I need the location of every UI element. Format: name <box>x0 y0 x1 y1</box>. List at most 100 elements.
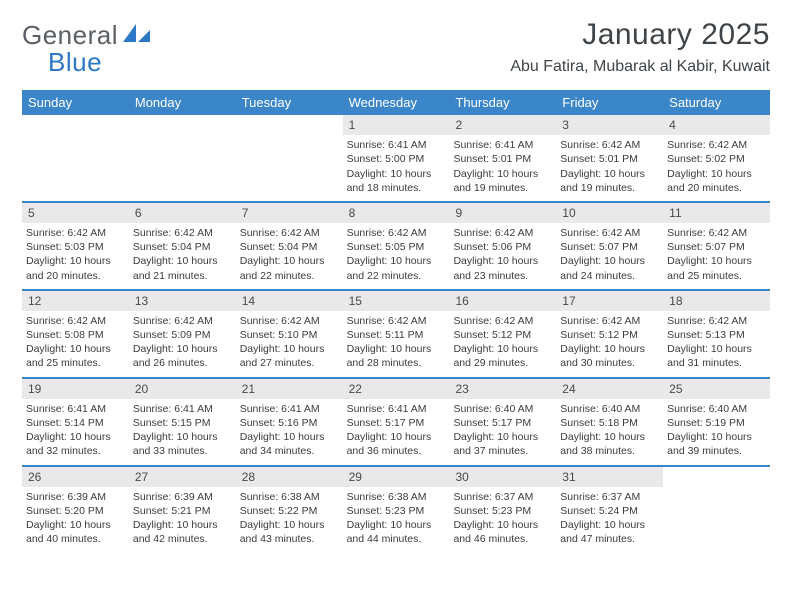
day-number: 31 <box>556 467 663 487</box>
day-cell: 9Sunrise: 6:42 AMSunset: 5:06 PMDaylight… <box>449 203 556 289</box>
day-number: 14 <box>236 291 343 311</box>
day-cell: 5Sunrise: 6:42 AMSunset: 5:03 PMDaylight… <box>22 203 129 289</box>
daylight-line: Daylight: 10 hours and 26 minutes. <box>133 342 232 370</box>
day-cell: 12Sunrise: 6:42 AMSunset: 5:08 PMDayligh… <box>22 291 129 377</box>
sunrise-line: Sunrise: 6:42 AM <box>667 138 766 152</box>
daylight-line: Daylight: 10 hours and 24 minutes. <box>560 254 659 282</box>
day-cell: 1Sunrise: 6:41 AMSunset: 5:00 PMDaylight… <box>343 115 450 201</box>
sunrise-line: Sunrise: 6:42 AM <box>240 226 339 240</box>
sunrise-line: Sunrise: 6:42 AM <box>133 314 232 328</box>
day-number: 26 <box>22 467 129 487</box>
day-cell: 3Sunrise: 6:42 AMSunset: 5:01 PMDaylight… <box>556 115 663 201</box>
day-cell: 21Sunrise: 6:41 AMSunset: 5:16 PMDayligh… <box>236 379 343 465</box>
sunset-line: Sunset: 5:21 PM <box>133 504 232 518</box>
sunset-line: Sunset: 5:01 PM <box>453 152 552 166</box>
day-number: 12 <box>22 291 129 311</box>
sunset-line: Sunset: 5:05 PM <box>347 240 446 254</box>
day-cell <box>236 115 343 201</box>
sunrise-line: Sunrise: 6:42 AM <box>26 226 125 240</box>
sunset-line: Sunset: 5:12 PM <box>453 328 552 342</box>
sunrise-line: Sunrise: 6:42 AM <box>347 226 446 240</box>
day-cell: 6 Sunrise: 6:42 AMSunset: 5:04 PMDaylight… <box>129 203 236 289</box>
daylight-line: Daylight: 10 hours and 21 minutes. <box>133 254 232 282</box>
daylight-line: Daylight: 10 hours and 42 minutes. <box>133 518 232 546</box>
day-number: 30 <box>449 467 556 487</box>
daylight-line: Daylight: 10 hours and 32 minutes. <box>26 430 125 458</box>
title-block: January 2025 Abu Fatira, Mubarak al Kabi… <box>510 18 770 76</box>
day-cell <box>663 467 770 553</box>
day-number: 6 <box>129 203 236 223</box>
day-number: 22 <box>343 379 450 399</box>
daylight-line: Daylight: 10 hours and 33 minutes. <box>133 430 232 458</box>
day-cell: 7Sunrise: 6:42 AMSunset: 5:04 PMDaylight… <box>236 203 343 289</box>
sunrise-line: Sunrise: 6:42 AM <box>26 314 125 328</box>
sunset-line: Sunset: 5:10 PM <box>240 328 339 342</box>
sunset-line: Sunset: 5:23 PM <box>453 504 552 518</box>
sunset-line: Sunset: 5:17 PM <box>453 416 552 430</box>
sunrise-line: Sunrise: 6:39 AM <box>133 490 232 504</box>
day-number: 27 <box>129 467 236 487</box>
day-number: 11 <box>663 203 770 223</box>
daylight-line: Daylight: 10 hours and 20 minutes. <box>26 254 125 282</box>
sunrise-line: Sunrise: 6:42 AM <box>133 226 232 240</box>
sunset-line: Sunset: 5:11 PM <box>347 328 446 342</box>
sunset-line: Sunset: 5:19 PM <box>667 416 766 430</box>
daylight-line: Daylight: 10 hours and 31 minutes. <box>667 342 766 370</box>
sunset-line: Sunset: 5:09 PM <box>133 328 232 342</box>
sunset-line: Sunset: 5:14 PM <box>26 416 125 430</box>
daylight-line: Daylight: 10 hours and 38 minutes. <box>560 430 659 458</box>
sunset-line: Sunset: 5:08 PM <box>26 328 125 342</box>
daylight-line: Daylight: 10 hours and 39 minutes. <box>667 430 766 458</box>
daylight-line: Daylight: 10 hours and 47 minutes. <box>560 518 659 546</box>
daylight-line: Daylight: 10 hours and 22 minutes. <box>347 254 446 282</box>
day-header-thu: Thursday <box>449 90 556 115</box>
day-header-sat: Saturday <box>663 90 770 115</box>
sunrise-line: Sunrise: 6:41 AM <box>453 138 552 152</box>
calendar: Sunday Monday Tuesday Wednesday Thursday… <box>22 90 770 552</box>
sunset-line: Sunset: 5:04 PM <box>133 240 232 254</box>
page-title: January 2025 <box>510 18 770 52</box>
week-row: 5Sunrise: 6:42 AMSunset: 5:03 PMDaylight… <box>22 203 770 289</box>
day-cell: 15Sunrise: 6:42 AMSunset: 5:11 PMDayligh… <box>343 291 450 377</box>
sunset-line: Sunset: 5:18 PM <box>560 416 659 430</box>
sunset-line: Sunset: 5:03 PM <box>26 240 125 254</box>
day-cell: 18Sunrise: 6:42 AMSunset: 5:13 PMDayligh… <box>663 291 770 377</box>
sunset-line: Sunset: 5:06 PM <box>453 240 552 254</box>
day-cell: 31 Sunrise: 6:37 AMSunset: 5:24 PMDayligh… <box>556 467 663 553</box>
logo: General Blue <box>22 22 152 76</box>
sunset-line: Sunset: 5:07 PM <box>560 240 659 254</box>
sunrise-line: Sunrise: 6:38 AM <box>240 490 339 504</box>
sunset-line: Sunset: 5:07 PM <box>667 240 766 254</box>
daylight-line: Daylight: 10 hours and 25 minutes. <box>667 254 766 282</box>
sunset-line: Sunset: 5:13 PM <box>667 328 766 342</box>
sunset-line: Sunset: 5:04 PM <box>240 240 339 254</box>
day-number: 21 <box>236 379 343 399</box>
sunrise-line: Sunrise: 6:40 AM <box>667 402 766 416</box>
daylight-line: Daylight: 10 hours and 19 minutes. <box>453 167 552 195</box>
day-cell <box>22 115 129 201</box>
sunset-line: Sunset: 5:22 PM <box>240 504 339 518</box>
day-header-fri: Friday <box>556 90 663 115</box>
day-number: 28 <box>236 467 343 487</box>
sunrise-line: Sunrise: 6:37 AM <box>560 490 659 504</box>
day-number: 19 <box>22 379 129 399</box>
day-number: 24 <box>556 379 663 399</box>
sunrise-line: Sunrise: 6:41 AM <box>133 402 232 416</box>
day-cell: 25Sunrise: 6:40 AMSunset: 5:19 PMDayligh… <box>663 379 770 465</box>
sunrise-line: Sunrise: 6:42 AM <box>560 138 659 152</box>
sunset-line: Sunset: 5:00 PM <box>347 152 446 166</box>
daylight-line: Daylight: 10 hours and 36 minutes. <box>347 430 446 458</box>
sunrise-line: Sunrise: 6:38 AM <box>347 490 446 504</box>
day-cell: 19Sunrise: 6:41 AMSunset: 5:14 PMDayligh… <box>22 379 129 465</box>
sunrise-line: Sunrise: 6:42 AM <box>347 314 446 328</box>
day-number: 18 <box>663 291 770 311</box>
daylight-line: Daylight: 10 hours and 44 minutes. <box>347 518 446 546</box>
sunrise-line: Sunrise: 6:42 AM <box>240 314 339 328</box>
daylight-line: Daylight: 10 hours and 46 minutes. <box>453 518 552 546</box>
sunset-line: Sunset: 5:15 PM <box>133 416 232 430</box>
sunset-line: Sunset: 5:24 PM <box>560 504 659 518</box>
day-cell: 28Sunrise: 6:38 AMSunset: 5:22 PMDayligh… <box>236 467 343 553</box>
sunrise-line: Sunrise: 6:41 AM <box>347 402 446 416</box>
day-header-mon: Monday <box>129 90 236 115</box>
sunset-line: Sunset: 5:23 PM <box>347 504 446 518</box>
